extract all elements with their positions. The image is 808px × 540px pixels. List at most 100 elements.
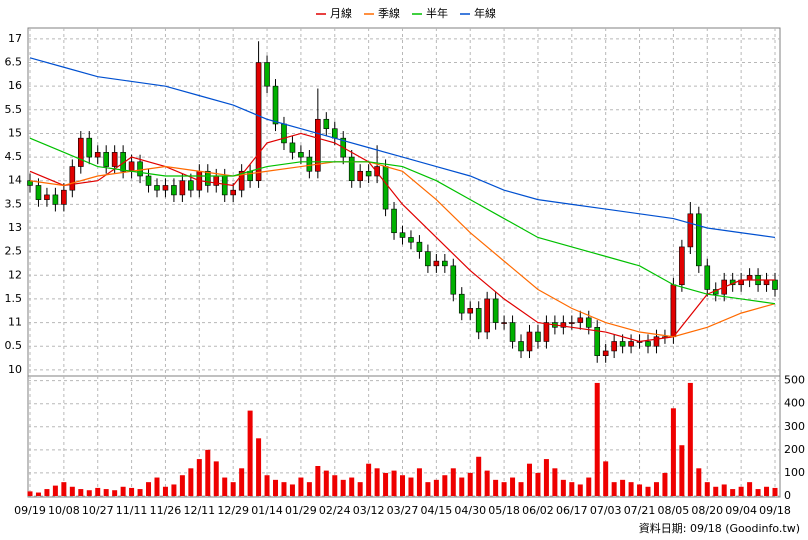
candle-body xyxy=(501,322,507,324)
candle-body xyxy=(315,118,321,172)
volume-bar xyxy=(408,477,414,496)
candle-body xyxy=(44,194,50,200)
volume-bar xyxy=(230,482,236,496)
volume-bar xyxy=(120,486,126,496)
y-tick-label: 1.5 xyxy=(5,292,23,305)
volume-bar xyxy=(713,486,719,496)
volume-bar xyxy=(247,410,253,496)
candle-body xyxy=(188,180,194,191)
volume-bar xyxy=(764,486,770,496)
volume-bar xyxy=(586,477,592,496)
volume-bar xyxy=(103,489,109,496)
legend-label: 季線 xyxy=(378,6,400,20)
candle-body xyxy=(111,152,118,167)
candle-body xyxy=(450,265,457,295)
candle-body xyxy=(763,279,770,286)
y2-tick-label: 300 xyxy=(784,420,805,433)
volume-bar xyxy=(501,482,507,496)
volume-bar xyxy=(518,482,524,496)
candle-body xyxy=(86,137,93,158)
volume-bar xyxy=(433,479,439,496)
ma-line xyxy=(29,161,776,338)
candle-body xyxy=(585,317,592,328)
candle-body xyxy=(221,175,228,196)
volume-bar xyxy=(162,486,168,496)
y-tick-label: 11 xyxy=(8,316,22,329)
candle-body xyxy=(272,85,279,125)
candle-body xyxy=(746,274,753,281)
volume-bar xyxy=(35,492,41,496)
volume-bar xyxy=(315,466,321,496)
candle-body xyxy=(52,194,59,205)
volume-bar xyxy=(391,470,397,496)
y-tick-label: 2.5 xyxy=(5,245,23,258)
x-tick-label: 09/18 xyxy=(759,504,791,517)
volume-bar xyxy=(603,461,609,496)
candle-body xyxy=(204,170,211,186)
candle-body xyxy=(602,350,609,356)
x-tick-label: 09/19 xyxy=(14,504,46,517)
candle-body xyxy=(69,166,76,191)
x-tick-label: 07/03 xyxy=(590,504,622,517)
volume-bar xyxy=(78,489,84,496)
x-tick-label: 08/05 xyxy=(658,504,690,517)
y-tick-label: 0.5 xyxy=(5,339,23,352)
y2-tick-label: 500 xyxy=(784,374,805,387)
y-tick-label: 17 xyxy=(8,32,22,45)
x-tick-label: 02/24 xyxy=(319,504,351,517)
candle-body xyxy=(535,331,541,342)
candle-body xyxy=(518,341,524,352)
volume-bar xyxy=(196,459,202,496)
volume-bar xyxy=(704,482,710,496)
ma-line xyxy=(29,132,775,343)
volume-bar xyxy=(44,489,50,496)
volume-bar xyxy=(27,491,33,496)
candle-body xyxy=(560,322,567,328)
volume-bar xyxy=(298,477,304,496)
volume-bar xyxy=(543,459,549,496)
candle-body xyxy=(645,341,651,347)
volume-bar xyxy=(171,484,177,496)
candle-body xyxy=(526,331,533,352)
volume-bar xyxy=(400,475,405,496)
candle-body xyxy=(408,237,414,243)
x-tick-label: 03/27 xyxy=(387,504,419,517)
candle-body xyxy=(264,62,270,87)
x-tick-label: 11/26 xyxy=(150,504,182,517)
candle-body xyxy=(137,161,143,177)
candle-body xyxy=(594,326,601,356)
volume-bar xyxy=(273,479,279,496)
volume-bar xyxy=(552,468,558,496)
legend-label: 半年 xyxy=(426,6,448,20)
volume-bar xyxy=(306,482,312,496)
plot-frame xyxy=(27,27,781,498)
volume-bar xyxy=(61,482,67,496)
candle-body xyxy=(509,322,516,342)
volume-bar xyxy=(340,479,346,496)
x-tick-label: 10/27 xyxy=(82,504,114,517)
candle-body xyxy=(247,170,253,182)
y-tick-label: 6.5 xyxy=(5,56,23,69)
x-tick-label: 05/18 xyxy=(488,504,520,517)
candle-body xyxy=(162,185,169,191)
volume-bar xyxy=(476,456,482,496)
candle-body xyxy=(619,341,626,347)
volume-bar xyxy=(738,486,744,496)
volume-bar xyxy=(332,475,338,496)
volume-bar xyxy=(256,438,262,496)
candle-body xyxy=(289,142,296,153)
volume-bar xyxy=(670,408,676,496)
volume-bar xyxy=(281,482,287,496)
candle-body xyxy=(154,185,160,191)
candle-body xyxy=(458,293,465,314)
candle-body xyxy=(772,279,778,290)
volume-bar xyxy=(679,445,685,496)
candle-body xyxy=(230,189,236,196)
y2-tick-label: 400 xyxy=(784,397,805,410)
volume-bar xyxy=(264,475,270,496)
volume-bar xyxy=(69,486,75,496)
candle-body xyxy=(331,128,338,139)
candle-body xyxy=(442,260,448,267)
volume-bar xyxy=(137,489,143,496)
